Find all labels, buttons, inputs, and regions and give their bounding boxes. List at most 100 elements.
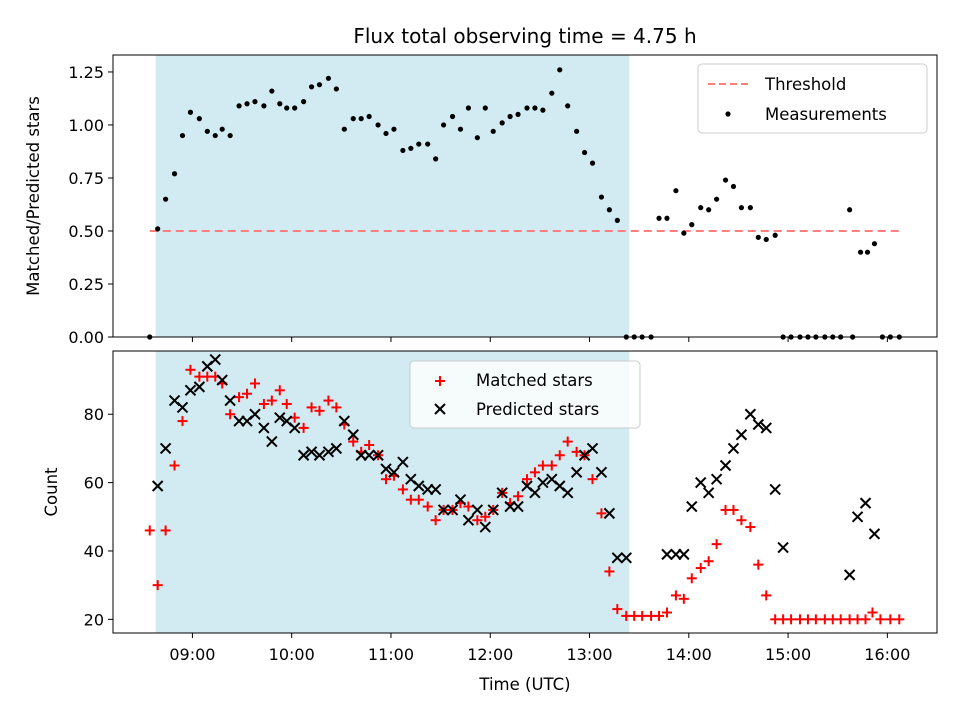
predicted-stars-point: [710, 473, 723, 485]
predicted-stars-point: [330, 442, 343, 455]
predicted-stars-point: [249, 408, 261, 420]
predicted-stars-point: [744, 408, 757, 420]
legend-measurements-label: Measurements: [765, 105, 887, 124]
measurements-point: [772, 232, 778, 238]
measurements-point: [722, 177, 729, 183]
matched-stars-point: [554, 450, 565, 461]
predicted-stars-point: [727, 442, 740, 455]
predicted-stars-point: [760, 422, 772, 434]
measurements-point: [244, 101, 250, 107]
measurements-point: [847, 207, 853, 213]
measurements-point: [408, 145, 414, 151]
legend-predicted-swatch: [434, 403, 446, 415]
measurements-point: [350, 116, 356, 122]
matched-stars-point: [678, 593, 689, 604]
measurements-point: [589, 160, 596, 166]
matched-stars-point: [422, 501, 433, 512]
matched-stars-point: [753, 559, 764, 570]
predicted-stars-point: [702, 487, 715, 499]
predicted-stars-point: [586, 442, 599, 455]
matched-stars-point: [144, 525, 155, 536]
y-axis-label-ratio: Matched/Predicted stars: [24, 96, 43, 296]
measurements-point: [606, 207, 612, 213]
matched-stars-point: [348, 436, 359, 447]
legend-counts: Matched stars Predicted stars: [409, 360, 641, 429]
predicted-stars-point: [752, 418, 765, 431]
measurements-point: [236, 103, 242, 109]
matched-stars-point: [736, 515, 747, 526]
measurements-point: [614, 217, 620, 223]
matched-stars-point: [703, 556, 714, 567]
y-tick-label: 1.25: [68, 63, 104, 82]
matched-stars-point: [761, 590, 772, 601]
matched-stars-point: [695, 563, 706, 574]
measurements-point: [187, 109, 194, 115]
matched-stars-point: [258, 398, 269, 409]
predicted-stars-point: [176, 401, 189, 414]
matched-stars-point: [234, 392, 245, 403]
predicted-stars-point: [570, 466, 583, 479]
y-tick-label: 80: [84, 405, 104, 424]
measurements-point: [763, 236, 769, 243]
predicted-stars-point: [288, 422, 301, 434]
predicted-stars-point: [322, 446, 335, 458]
measurements-point: [656, 215, 662, 221]
legend-ratio: Threshold Measurements: [697, 63, 928, 134]
matched-stars-point: [654, 610, 665, 621]
panel-ratio: 0.00 0.25 0.50 0.75 1.00 1.25 Matched/Predict…: [24, 54, 938, 347]
predicted-stars-point: [151, 480, 164, 492]
y-axis-label-count: Count: [42, 467, 61, 517]
measurements-point: [474, 135, 480, 141]
measurements-point: [449, 113, 456, 120]
matched-stars-point: [686, 573, 697, 584]
y-tick-label: 0.50: [68, 222, 104, 241]
predicted-stars-point: [305, 446, 318, 458]
measurements-point: [269, 88, 275, 94]
measurements-point: [864, 249, 871, 255]
predicted-stars-point: [372, 449, 384, 461]
predicted-stars-point: [446, 504, 459, 516]
matched-stars-point: [298, 422, 309, 433]
predicted-stars-point: [274, 411, 286, 424]
matched-stars-point: [160, 525, 171, 536]
predicted-stars-point: [462, 514, 475, 526]
measurements-point: [261, 103, 267, 109]
matched-stars-point: [364, 440, 375, 450]
matched-stars-point: [546, 460, 557, 471]
measurements-point: [574, 128, 580, 134]
predicted-stars-point: [686, 500, 698, 513]
matched-stars-point: [169, 460, 180, 471]
predicted-stars-point: [454, 493, 467, 506]
panel-counts: 20 40 60 80 09:00 10:00 11:00 12:00 13:00 14:00 1…: [42, 350, 938, 664]
matched-stars-point: [323, 395, 334, 406]
measurements-point: [308, 84, 315, 90]
predicted-stars-point: [347, 429, 359, 441]
measurements-point: [358, 116, 364, 122]
measurements-point: [375, 122, 381, 128]
measurements-point: [325, 75, 332, 81]
measurements-point: [416, 141, 422, 147]
predicted-stars-point: [851, 511, 864, 523]
matched-stars-point: [875, 614, 886, 625]
predicted-stars-point: [429, 483, 442, 496]
matched-stars-point: [249, 378, 260, 389]
measurements-point: [565, 103, 571, 109]
legend-counts-box: [409, 360, 641, 429]
predicted-stars-point: [512, 500, 524, 513]
matched-stars-point: [177, 416, 188, 427]
measurements-point: [196, 116, 202, 122]
y-tick-label: 1.00: [68, 116, 104, 135]
predicted-stars-point: [224, 394, 236, 407]
measurements-point: [706, 207, 712, 213]
x-tick-label: 15:00: [765, 645, 811, 664]
measurements-point: [664, 215, 670, 221]
measurements-point: [171, 171, 178, 177]
predicted-stars-point: [413, 480, 425, 492]
measurements-point: [549, 90, 555, 96]
matched-stars-point: [670, 590, 681, 601]
measurements-point: [425, 141, 431, 147]
matched-stars-point: [242, 388, 253, 399]
measurements-point: [747, 205, 753, 211]
matched-stars-point: [885, 614, 896, 625]
